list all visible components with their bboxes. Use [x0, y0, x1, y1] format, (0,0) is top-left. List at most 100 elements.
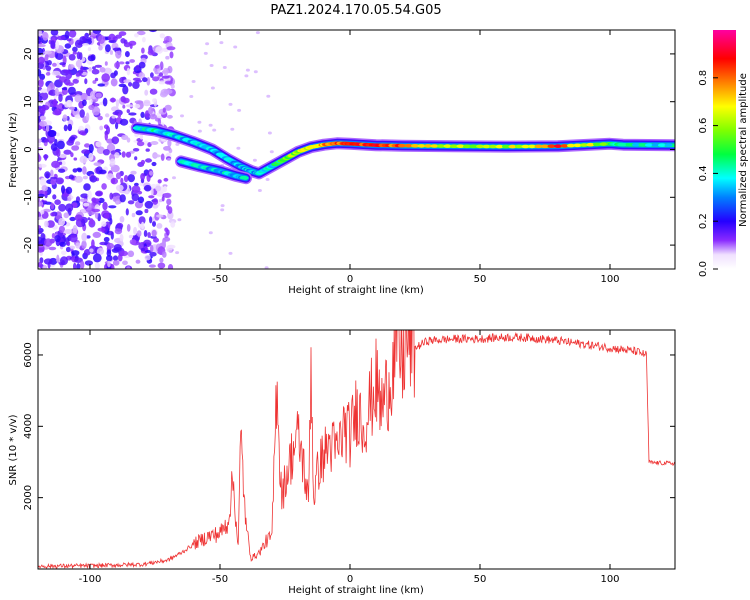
figure-title: PAZ1.2024.170.05.54.G05 [270, 3, 441, 18]
noise-blob [80, 260, 85, 269]
ridge-core [456, 144, 465, 148]
noise-blob [165, 55, 170, 60]
noise-blob [51, 160, 61, 168]
ridge-core [586, 142, 595, 147]
noise-blob [122, 260, 128, 266]
noise-blob [166, 46, 176, 51]
noise-blob [114, 227, 123, 235]
noise-blob [73, 262, 77, 269]
noise-blob [164, 80, 173, 85]
noise-blob [233, 45, 238, 49]
ridge-core [482, 144, 491, 149]
noise-blob [144, 184, 152, 192]
noise-blob [68, 174, 74, 180]
noise-blob [107, 260, 111, 268]
noise-blob [50, 40, 56, 49]
noise-blob [65, 203, 74, 212]
noise-blob [94, 64, 102, 68]
noise-blob [65, 71, 73, 80]
noise-blob [147, 49, 155, 56]
noise-blob [267, 131, 272, 135]
noise-blob [127, 250, 135, 258]
noise-blob [55, 52, 64, 61]
noise-blob [38, 107, 46, 115]
ridge-core [560, 144, 569, 148]
ridge-core [645, 143, 653, 147]
noise-blob [58, 93, 63, 102]
noise-blob [68, 54, 76, 61]
ridge-core [508, 144, 517, 149]
noise-blob [46, 220, 55, 228]
noise-blob [110, 264, 115, 269]
noise-blob [152, 154, 161, 158]
noise-blob [131, 193, 139, 202]
ridge-core [651, 143, 660, 147]
noise-blob [105, 113, 110, 118]
noise-blob [140, 221, 145, 230]
noise-blob [149, 113, 157, 120]
noise-blob [144, 208, 149, 214]
noise-blob [131, 185, 141, 193]
noise-blob [80, 65, 84, 74]
noise-blob [122, 97, 130, 104]
noise-blob [144, 89, 149, 96]
noise-blob [158, 80, 166, 85]
noise-blob [92, 66, 96, 70]
ridge-core [638, 143, 647, 147]
noise-blob [66, 139, 74, 146]
noise-blob [65, 186, 73, 194]
noise-blob [126, 104, 134, 108]
noise-blob [106, 255, 113, 262]
noise-speckle [38, 30, 274, 269]
noise-blob [160, 153, 165, 161]
noise-blob [131, 212, 136, 218]
noise-blob [121, 134, 129, 140]
noise-blob [167, 264, 174, 269]
ridge-core [463, 144, 471, 149]
noise-blob [71, 145, 80, 151]
noise-blob [98, 197, 105, 204]
noise-blob [145, 158, 152, 163]
noise-blob [177, 218, 182, 222]
colorbar-tick-label: 0.6 [698, 118, 709, 134]
ridge-core [632, 143, 640, 147]
noise-blob [82, 99, 87, 107]
noise-blob [252, 158, 257, 162]
ridge-core [502, 144, 510, 149]
noise-blob [116, 222, 124, 229]
noise-blob [142, 77, 148, 83]
noise-blob [57, 104, 63, 109]
noise-blob [52, 110, 62, 116]
noise-blob [58, 218, 66, 226]
noise-blob [38, 142, 41, 147]
spectrogram-x-ticks: -100 -50 0 50 100 [79, 30, 620, 285]
ridge-core [450, 144, 458, 148]
noise-blob [56, 254, 60, 263]
noise-blob [89, 248, 94, 253]
noise-blob [38, 47, 44, 56]
noise-blob [69, 234, 78, 243]
noise-blob [157, 179, 162, 184]
noise-blob [123, 79, 132, 84]
noise-blob [143, 101, 151, 107]
noise-blob [44, 171, 51, 179]
noise-blob [161, 75, 170, 79]
noise-blob [157, 262, 166, 269]
noise-blob [115, 184, 124, 192]
noise-blob [61, 250, 67, 256]
noise-blob [115, 99, 119, 108]
colorbar-tick-label: 0.8 [698, 70, 709, 86]
noise-blob [152, 221, 156, 227]
noise-blob [101, 183, 107, 190]
noise-blob [142, 140, 149, 146]
noise-blob [119, 194, 126, 203]
noise-blob [85, 37, 92, 42]
noise-blob [97, 227, 106, 232]
y-tick-label: 2000 [23, 485, 34, 510]
noise-blob [110, 78, 118, 87]
noise-blob [151, 229, 157, 237]
noise-blob [88, 98, 93, 106]
noise-blob [175, 142, 180, 146]
noise-blob [104, 61, 108, 66]
